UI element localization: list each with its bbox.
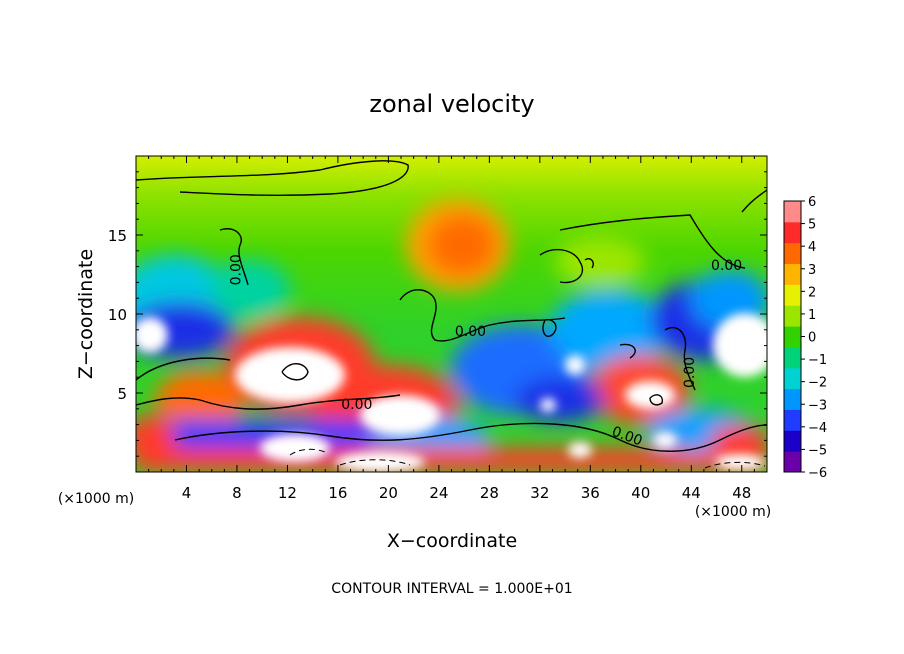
colorbar-swatch — [784, 263, 801, 285]
colorbar-swatch — [784, 451, 801, 473]
x-tick-label: 16 — [328, 484, 347, 502]
contour-label: 0.00 — [455, 324, 486, 340]
colorbar: 6 5 4 3 2 1 0 −1 −2 −3 −4 −5 −6 — [783, 195, 827, 481]
colorbar-swatch — [784, 409, 801, 431]
x-tick-label: 40 — [631, 484, 650, 502]
zero-contours — [136, 160, 767, 452]
colorbar-swatch — [784, 326, 801, 348]
colorbar-swatch — [784, 284, 801, 306]
chart-title: zonal velocity — [369, 90, 534, 118]
colorbar-label: 1 — [808, 308, 816, 323]
colorbar-label: 6 — [808, 195, 816, 210]
colorbar-label: 0 — [808, 331, 816, 346]
colorbar-swatch — [784, 388, 801, 410]
x-tick-label: 20 — [379, 484, 398, 502]
colorbar-label: 4 — [808, 240, 816, 255]
contour-label: 0.00 — [711, 258, 742, 274]
x-tick-label: 24 — [429, 484, 448, 502]
colorbar-swatch — [784, 305, 801, 327]
y-axis: 5 10 15 — [108, 171, 767, 457]
x-tick-label: 28 — [480, 484, 499, 502]
y-unit-label: (×1000 m) — [58, 491, 134, 507]
colorbar-swatch — [784, 346, 801, 369]
contour-label: 0.00 — [341, 397, 372, 413]
heatmap-field — [136, 156, 767, 472]
x-tick-label: 48 — [732, 484, 751, 502]
colorbar-label: −4 — [808, 421, 827, 436]
y-tick-label: 10 — [108, 306, 127, 324]
colorbar-swatch — [784, 201, 801, 223]
x-unit-label: (×1000 m) — [695, 504, 771, 520]
colorbar-label: −6 — [808, 466, 827, 481]
colorbar-label: −5 — [808, 443, 827, 458]
colorbar-swatch — [784, 430, 801, 452]
colorbar-label: −3 — [808, 398, 827, 413]
x-tick-label: 12 — [278, 484, 297, 502]
y-tick-label: 5 — [117, 385, 127, 403]
colorbar-label: 2 — [808, 285, 816, 300]
colorbar-label: 5 — [808, 218, 816, 233]
colorbar-swatch — [784, 367, 801, 390]
x-tick-label: 44 — [682, 484, 701, 502]
contour-label: 0.00 — [682, 357, 698, 388]
x-tick-label: 32 — [530, 484, 549, 502]
colorbar-label: −1 — [808, 353, 827, 368]
y-axis-title: Z−coordinate — [75, 249, 97, 379]
x-tick-label: 8 — [232, 484, 242, 502]
x-axis: 4 8 12 16 20 24 28 32 36 40 44 48 — [148, 156, 755, 502]
colorbar-label: −2 — [808, 376, 827, 391]
y-tick-label: 15 — [108, 227, 127, 245]
colorbar-label: 3 — [808, 263, 816, 278]
x-tick-label: 4 — [182, 484, 192, 502]
contour-interval-note: CONTOUR INTERVAL = 1.000E+01 — [331, 581, 572, 597]
colorbar-swatch — [784, 242, 801, 265]
x-axis-title: X−coordinate — [387, 530, 517, 552]
contour-label: 0.00 — [229, 254, 245, 285]
x-tick-label: 36 — [581, 484, 600, 502]
colorbar-swatch — [784, 221, 801, 244]
